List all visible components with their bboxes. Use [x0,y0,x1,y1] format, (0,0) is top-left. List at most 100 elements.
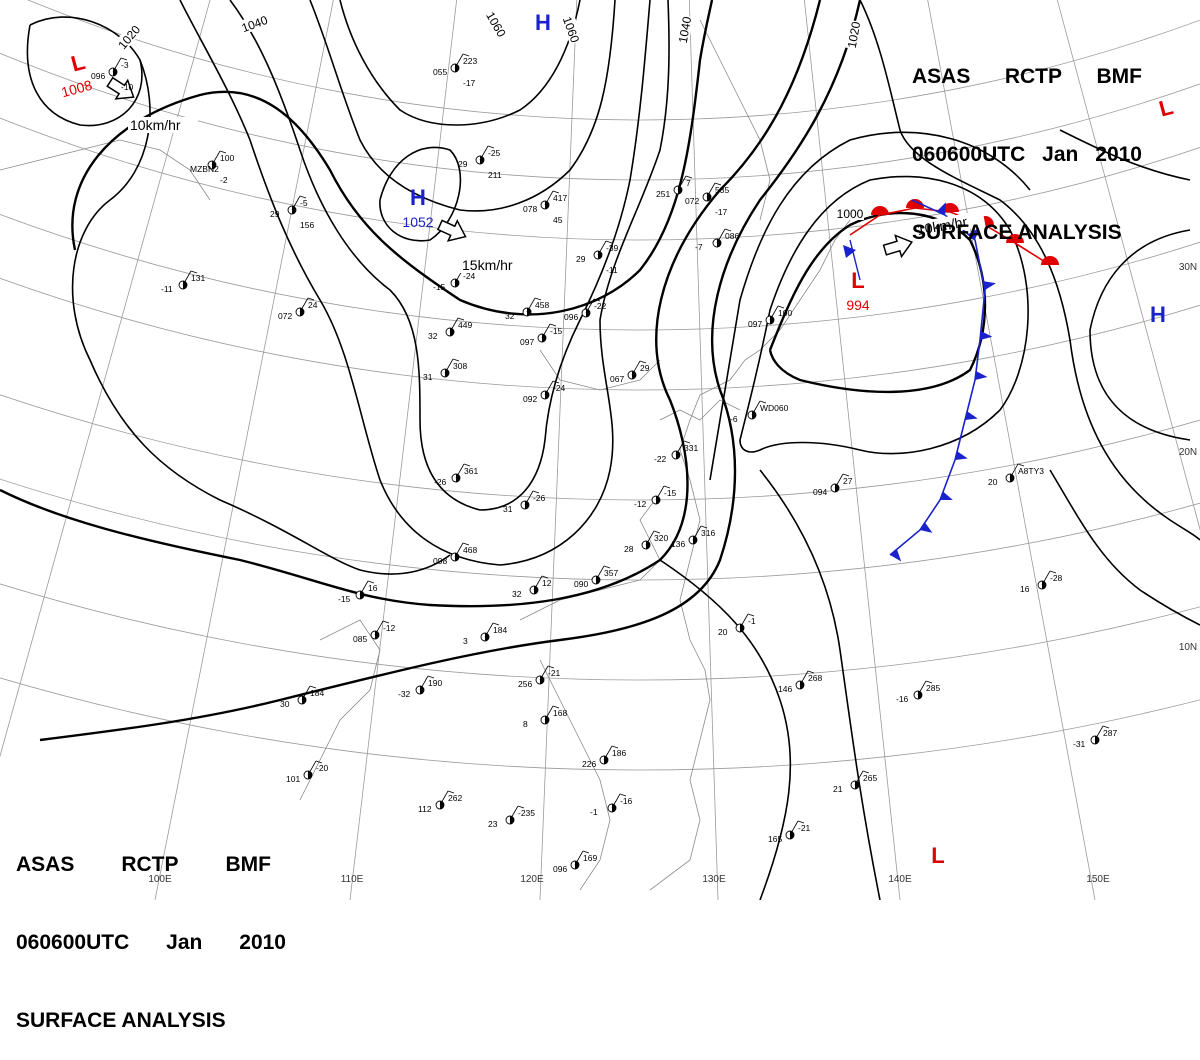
cold-front-triangle [920,522,933,533]
wind-barb [552,380,560,384]
low-center-symbol: L [931,843,944,868]
isobar-label: 1060 [560,15,582,45]
station-value: -16 [896,694,909,704]
latitude-label: 10N [1179,642,1197,653]
wind-barb [457,317,465,321]
wind-barb [1009,463,1019,479]
pressure-center-value: 994 [846,297,870,313]
station-value: -17 [463,78,476,88]
station-value: 186 [612,748,626,758]
footer-time: 060600UTC [16,931,130,954]
wind-barb [454,542,464,558]
station-value: -15 [433,282,446,292]
wind-barb [585,298,595,314]
motion-arrow-icon [106,76,135,100]
wind-barb [454,53,464,69]
station-value: 458 [535,300,549,310]
wind-barb [487,145,495,149]
cold-front-triangle [843,245,856,258]
station-value: 092 [523,394,537,404]
wind-barb [112,57,122,73]
occluded-front-line [849,239,861,281]
station-value: 357 [604,568,618,578]
station-value: -1 [590,807,598,817]
station-value: 146 [778,684,792,694]
isobar-line [26,16,143,127]
station-value: -11 [606,265,618,275]
station-value: 256 [518,679,532,689]
wind-barb [1094,725,1104,741]
station-value: 101 [286,774,300,784]
station-value: 072 [278,311,292,321]
wind-barb [639,360,647,364]
wind-barb [211,150,221,166]
wind-barb [447,790,455,794]
station-value: -15 [338,594,351,604]
pressure-center-value: 1052 [402,214,433,230]
isobar-line [1059,129,1191,181]
station-value: 184 [493,625,507,635]
station-value: 20 [988,477,998,487]
station-value: -12 [383,623,396,633]
wind-barb [307,297,315,301]
station-value: 251 [656,189,670,199]
station-value: 20 [718,627,728,637]
footer-month: Jan [166,931,203,954]
station-value: 268 [808,673,822,683]
wind-barb [382,620,390,624]
wind-barb [534,297,542,301]
station-value: -16 [620,796,633,806]
station-value: 331 [684,443,698,453]
cold-front-triangle [965,411,978,420]
pressure-center-value: 1008 [60,77,94,101]
meridian-line [154,0,334,900]
cold-front-triangle [940,491,953,500]
isobar-label-bg [836,206,864,220]
station-value: 096 [91,71,105,81]
wind-barb [619,793,627,797]
station-value: 112 [418,804,432,814]
wind-barb [419,675,429,691]
wind-barb [834,473,844,489]
wind-barb [631,360,641,376]
isobars [0,0,1200,900]
wind-barb [309,685,317,689]
isobar-line [339,0,581,126]
low-center-symbol: L [851,268,864,293]
wind-barb [595,565,605,581]
station-value: -17 [715,207,728,217]
wind-barb [479,145,489,161]
station-value: 131 [191,273,205,283]
station-value: 16 [1020,584,1030,594]
wind-barb [706,182,716,198]
isobar-line [39,0,862,742]
station-value: 072 [685,196,699,206]
footer-line-1: ASAS RCTP BMF [16,852,271,878]
low-center-symbol: L [68,49,87,77]
station-value: -15 [664,488,677,498]
wind-barb [291,195,301,211]
station-value: 097 [520,337,534,347]
wind-barb [603,745,613,761]
longitude-label: 100E [148,874,172,885]
isobar-line [71,59,451,575]
wind-barb [724,228,732,232]
wind-barb [593,298,601,302]
station-value: -15 [550,326,563,336]
station-value: 184 [310,688,324,698]
cold-front-triangle [890,549,902,562]
header-station: RCTP [1004,65,1063,88]
station-value: 32 [428,331,438,341]
longitude-label: 110E [341,874,364,885]
header-agency: ASAS [912,65,971,88]
wind-barb [367,580,375,584]
isobar-label: 1000 [837,207,864,221]
warm-front-semicircle [871,206,889,215]
station-value: -24 [553,383,566,393]
motion-label: 15km/hr [462,257,513,273]
latitude-label: 30N [1179,262,1197,273]
station-value: 449 [458,320,472,330]
station-value: -5 [300,198,308,208]
